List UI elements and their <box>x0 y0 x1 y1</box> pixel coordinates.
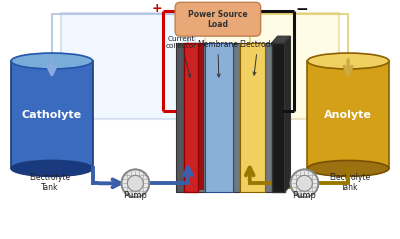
FancyBboxPatch shape <box>307 61 389 168</box>
Text: Electrolyte
Tank: Electrolyte Tank <box>29 173 70 192</box>
FancyBboxPatch shape <box>265 43 272 192</box>
Text: Electrode: Electrode <box>240 40 276 75</box>
Circle shape <box>290 169 318 197</box>
Polygon shape <box>284 36 290 192</box>
FancyBboxPatch shape <box>198 43 203 189</box>
Text: Pump: Pump <box>292 191 316 200</box>
Text: Pump: Pump <box>124 191 147 200</box>
Text: Membrane: Membrane <box>197 40 238 77</box>
Circle shape <box>296 175 312 191</box>
FancyBboxPatch shape <box>11 61 93 168</box>
FancyBboxPatch shape <box>205 43 233 192</box>
FancyBboxPatch shape <box>272 43 284 192</box>
Text: −: − <box>295 2 308 17</box>
Text: Current
collector: Current collector <box>166 36 197 77</box>
Circle shape <box>122 169 149 197</box>
Text: Anolyte: Anolyte <box>324 110 372 120</box>
FancyBboxPatch shape <box>175 2 261 36</box>
FancyBboxPatch shape <box>205 13 339 119</box>
Ellipse shape <box>11 160 93 176</box>
FancyBboxPatch shape <box>233 43 240 192</box>
Circle shape <box>128 175 143 191</box>
FancyBboxPatch shape <box>198 43 205 192</box>
Text: Power Source
Load: Power Source Load <box>188 10 248 29</box>
Text: Electrolyte
Tank: Electrolyte Tank <box>330 173 371 192</box>
Text: Catholyte: Catholyte <box>22 110 82 120</box>
FancyBboxPatch shape <box>240 43 265 192</box>
Polygon shape <box>272 36 290 43</box>
Ellipse shape <box>307 160 389 176</box>
FancyBboxPatch shape <box>176 43 184 192</box>
FancyBboxPatch shape <box>61 13 195 119</box>
Text: +: + <box>152 2 162 15</box>
FancyBboxPatch shape <box>184 43 198 192</box>
Ellipse shape <box>11 53 93 69</box>
Ellipse shape <box>307 53 389 69</box>
